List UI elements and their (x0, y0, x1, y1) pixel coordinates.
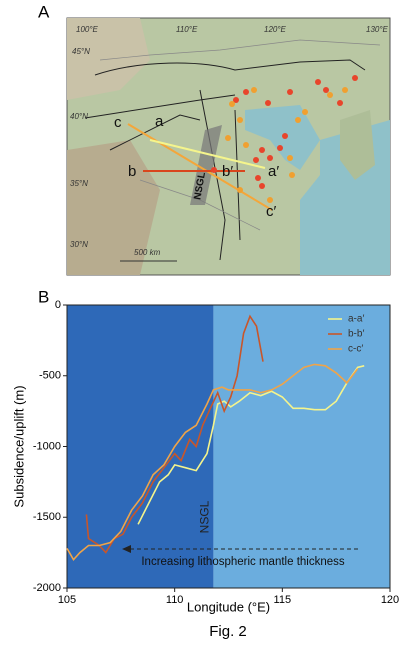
x-tick-label: 115 (274, 594, 292, 606)
x-axis-label: Longitude (°E) (187, 599, 270, 614)
x-tick-label: 120 (381, 594, 399, 606)
y-tick-label: -1500 (33, 511, 61, 523)
y-tick-label: -1000 (33, 440, 61, 452)
figure: A 100°E 110°E 120°E 130°E 45°N 40°N 35°N… (0, 0, 417, 646)
x-tick-label: 105 (58, 594, 76, 606)
x-tick-label: 110 (166, 594, 184, 606)
lat-label: 35°N (70, 179, 88, 188)
annotation: Increasing lithospheric mantle thickness (141, 556, 345, 568)
profile-label: b (128, 163, 136, 180)
y-axis-label: Subsidence/uplift (m) (11, 385, 26, 507)
y-tick-label: 0 (55, 299, 61, 311)
profile-label: a (155, 113, 164, 130)
lon-label: 130°E (366, 25, 389, 34)
annotation: NSGL (198, 500, 212, 533)
y-tick-label: -2000 (33, 582, 61, 594)
lon-label: 100°E (76, 25, 99, 34)
panel-label: A (38, 2, 50, 21)
caption: Fig. 2 (209, 623, 247, 640)
lat-label: 45°N (72, 47, 90, 56)
profile-label: c (114, 114, 122, 131)
profile-label: b′ (222, 163, 233, 180)
lon-label: 110°E (176, 25, 198, 34)
legend-label: b-b′ (348, 329, 364, 340)
lon-label: 120°E (264, 25, 287, 34)
profile-label: c′ (266, 203, 277, 220)
legend-label: a-a′ (348, 314, 364, 325)
map: 100°E 110°E 120°E 130°E 45°N 40°N 35°N 3… (67, 18, 390, 275)
y-tick-label: -500 (39, 370, 61, 382)
scale-label: 500 km (134, 248, 161, 257)
region (213, 305, 390, 588)
profile-label: a′ (268, 163, 279, 180)
legend-label: c-c′ (348, 344, 363, 355)
lat-label: 30°N (70, 240, 88, 249)
lat-label: 40°N (70, 112, 88, 121)
panel-label: B (38, 287, 49, 306)
